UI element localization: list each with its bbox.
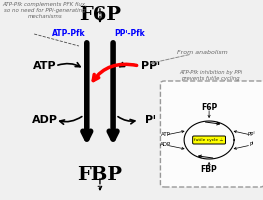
Text: Pᴵ: Pᴵ [145,115,155,125]
Text: PPᴵ: PPᴵ [140,61,159,71]
Text: ADP: ADP [160,142,171,148]
Text: ATP-Pfk: ATP-Pfk [52,29,85,38]
Text: F6P: F6P [79,6,121,24]
FancyBboxPatch shape [160,81,263,187]
Text: ATP: ATP [33,61,57,71]
Text: Pᴵ: Pᴵ [249,142,253,148]
Text: FBP: FBP [77,166,123,184]
Text: PPᴵ-Pfk: PPᴵ-Pfk [114,29,145,38]
Text: ATP-Pfk inhibition by PPi
prevents futile cycling: ATP-Pfk inhibition by PPi prevents futil… [179,70,242,81]
Text: futile cycle ⚠: futile cycle ⚠ [194,138,224,142]
Text: From anabolism: From anabolism [177,49,228,54]
Text: ATP-Pfk complements PFK flux,
so no need for PPi-generating
mechanisms: ATP-Pfk complements PFK flux, so no need… [3,2,88,19]
Text: ATP: ATP [161,132,171,138]
FancyBboxPatch shape [193,136,226,144]
Text: ADP: ADP [32,115,58,125]
Text: FBP: FBP [201,166,218,174]
Text: F6P: F6P [201,104,217,112]
Text: PPᴵ: PPᴵ [247,132,255,138]
